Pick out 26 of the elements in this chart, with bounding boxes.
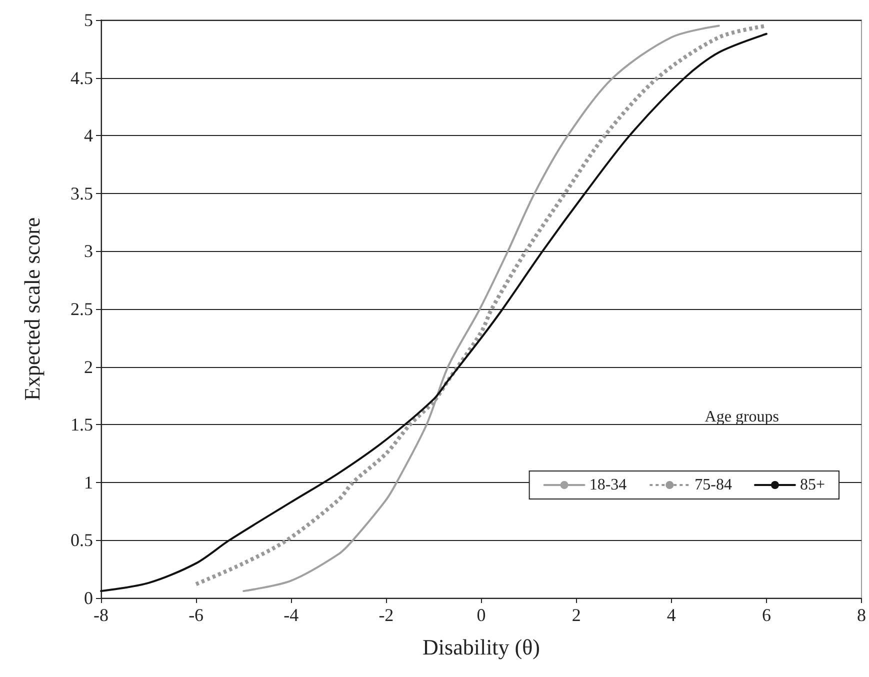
legend-label: 75-84 [694, 476, 732, 494]
x-tick-label: -8 [94, 605, 108, 625]
y-tick-label: 0.5 [70, 530, 93, 550]
y-tick-label: 2 [84, 356, 93, 377]
y-tick-label: 5 [84, 10, 93, 30]
x-tick-label: 8 [857, 605, 866, 625]
y-axis-title: Expected scale score [20, 217, 44, 401]
legend-label: 18-34 [589, 476, 627, 494]
y-tick-label: 3.5 [70, 183, 93, 204]
x-tick-label: -4 [284, 605, 299, 625]
x-axis-title: Disability (θ) [422, 634, 540, 660]
legend-label: 85+ [800, 476, 826, 494]
y-tick-label: 4 [84, 126, 93, 146]
y-tick-label: 3 [84, 241, 93, 262]
x-tick-label: -6 [188, 605, 204, 625]
y-tick-label: 0 [84, 588, 93, 608]
y-tick-label: 1.5 [70, 414, 93, 435]
x-tick-label: 4 [666, 605, 676, 625]
y-tick-label: 4.5 [70, 68, 93, 88]
x-tick-label: 6 [762, 605, 771, 625]
legend-title: Age groups [704, 408, 780, 426]
x-tick-label: 2 [572, 605, 581, 625]
y-tick-label: 2.5 [70, 299, 93, 319]
x-tick-label: -2 [378, 605, 394, 625]
x-tick-label: 0 [476, 605, 486, 625]
y-tick-label: 1 [84, 472, 93, 492]
